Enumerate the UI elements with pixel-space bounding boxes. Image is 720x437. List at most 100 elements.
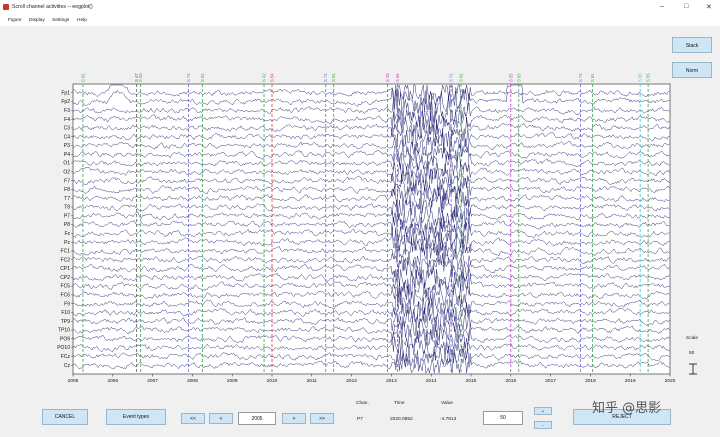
- time-tick-label: 2012: [346, 378, 357, 384]
- scale-label: Scale: [686, 336, 698, 341]
- menu-settings[interactable]: Settings: [52, 18, 70, 23]
- channel-label: CP1: [60, 266, 70, 272]
- title-bar: Scroll channel activities -- eegplot() –…: [0, 0, 720, 17]
- event-marker-label: S 53: [138, 73, 143, 82]
- channel-label: FC1: [61, 249, 71, 255]
- cancel-button[interactable]: CANCEL: [42, 409, 88, 425]
- channel-trace-PO9: [72, 327, 670, 350]
- time-tick-label: 2019: [625, 378, 636, 384]
- channel-label: F8: [64, 187, 70, 193]
- time-label: Time: [394, 401, 405, 406]
- channel-trace-T7: [72, 185, 670, 211]
- event-marker-label: S 56: [395, 73, 400, 82]
- channel-label: PO9: [60, 336, 70, 342]
- channel-trace-TP9: [72, 309, 670, 333]
- channel-trace-CP1: [72, 255, 670, 280]
- channel-label: PO10: [57, 345, 70, 351]
- channel-label: F4: [64, 117, 70, 123]
- event-marker-label: S 42: [262, 73, 267, 82]
- event-marker-label: S 63: [516, 73, 521, 82]
- time-value: 2020.0852: [390, 417, 413, 422]
- channel-label: Pz: [64, 240, 70, 246]
- event-marker-label: S 55: [508, 73, 513, 82]
- time-tick-label: 2018: [585, 378, 596, 384]
- maximize-icon[interactable]: □: [684, 3, 689, 10]
- channel-label: T7: [64, 196, 70, 202]
- first-page-button[interactable]: <<: [181, 413, 205, 424]
- channel-label: F10: [61, 310, 70, 316]
- menu-display[interactable]: Display: [29, 18, 45, 23]
- event-marker-label: S 54: [270, 73, 275, 82]
- channel-trace-F3: [72, 96, 670, 124]
- channel-label: CP2: [60, 275, 70, 281]
- event-types-button[interactable]: Event types: [106, 409, 166, 425]
- channel-trace-FC6: [72, 282, 670, 308]
- channel-trace-FCz: [72, 345, 670, 370]
- prev-page-button[interactable]: <: [209, 413, 233, 424]
- channel-trace-T8: [72, 192, 670, 220]
- position-input[interactable]: 2005: [238, 412, 276, 425]
- channel-trace-PO10: [72, 336, 670, 363]
- menu-bar: Figure Display Settings Help: [0, 17, 720, 26]
- channel-label: F9: [64, 301, 70, 307]
- channel-trace-FC2: [72, 247, 670, 272]
- scale-plus-button[interactable]: +: [534, 407, 552, 415]
- channel-label: O2: [63, 169, 70, 175]
- event-marker-label: S 55: [646, 73, 651, 82]
- event-marker-label: S 91: [200, 73, 205, 82]
- matlab-icon: [3, 4, 9, 10]
- channel-label: P7: [64, 213, 70, 219]
- channel-trace-O1: [72, 149, 670, 178]
- time-tick-label: 2010: [267, 378, 278, 384]
- event-marker-label: S 91: [80, 73, 85, 82]
- stack-button[interactable]: Stack: [672, 37, 712, 53]
- time-tick-label: 2011: [307, 378, 318, 384]
- channel-trace-Cz: [72, 352, 670, 374]
- channel-label: TP9: [61, 319, 70, 325]
- channel-trace-P8: [72, 213, 670, 237]
- close-icon[interactable]: ✕: [706, 4, 712, 11]
- channel-label: T8: [64, 205, 70, 211]
- time-tick-label: 2013: [386, 378, 397, 384]
- menu-help[interactable]: Help: [77, 18, 87, 23]
- scale-minus-button[interactable]: -: [534, 421, 552, 429]
- channel-trace-C3: [72, 115, 670, 139]
- event-marker-label: S 38: [638, 73, 643, 82]
- channel-trace-FC5: [72, 272, 670, 299]
- time-tick-label: 2020: [665, 378, 676, 384]
- time-tick-label: 2009: [227, 378, 238, 384]
- next-page-button[interactable]: >: [282, 413, 306, 424]
- chan-label: Chan.: [356, 401, 369, 406]
- time-tick-label: 2005: [68, 378, 79, 384]
- time-tick-label: 2016: [505, 378, 516, 384]
- channel-label: F7: [64, 178, 70, 184]
- channel-trace-TP10: [72, 318, 670, 344]
- reject-button[interactable]: REJECT: [573, 409, 671, 425]
- last-page-button[interactable]: >>: [310, 413, 334, 424]
- channel-trace-P7: [72, 203, 670, 230]
- channel-label: P4: [64, 152, 70, 158]
- channel-label: P8: [64, 222, 70, 228]
- channel-trace-P3: [72, 132, 670, 158]
- channel-trace-F9: [72, 292, 670, 316]
- channel-label: Fp1: [61, 90, 70, 96]
- norm-button[interactable]: Norm: [672, 62, 712, 78]
- channel-label: C3: [64, 126, 71, 132]
- scale-input[interactable]: 50: [483, 411, 523, 425]
- value-label: Value: [441, 401, 453, 406]
- time-tick-label: 2017: [545, 378, 556, 384]
- minimize-icon[interactable]: –: [660, 3, 664, 10]
- event-marker-label: S 91: [590, 73, 595, 82]
- event-marker-label: S 71: [578, 73, 583, 82]
- channel-trace-C4: [72, 124, 670, 149]
- scale-value: 50: [689, 351, 695, 356]
- channel-label: FC5: [61, 284, 71, 290]
- channel-trace-CP2: [72, 265, 670, 291]
- channel-label: FCz: [61, 354, 71, 360]
- plot-area: [72, 83, 671, 375]
- menu-figure[interactable]: Figure: [8, 18, 22, 23]
- channel-trace-O2: [72, 158, 670, 185]
- channel-label: FC2: [61, 257, 71, 263]
- channel-trace-F7: [72, 167, 670, 193]
